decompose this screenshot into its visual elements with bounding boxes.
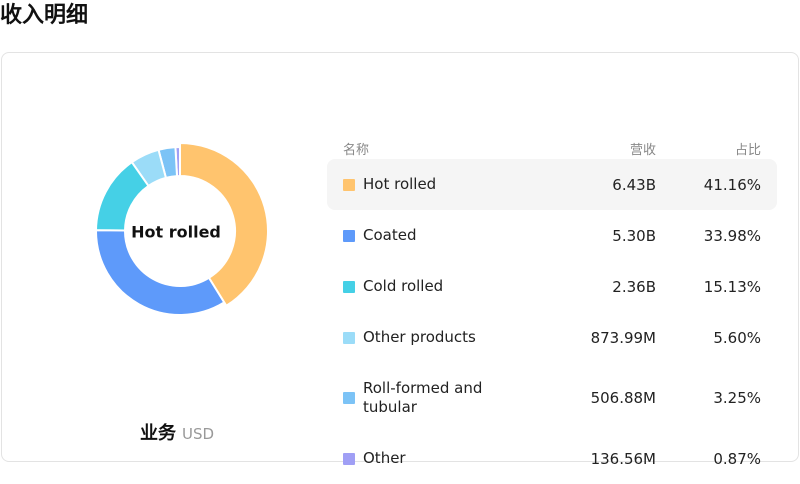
table-row: Cold rolled 2.36B 15.13% [327,261,777,312]
legend-swatch [343,392,355,404]
unit: USD [181,425,215,443]
table-row: Coated 5.30B 33.98% [327,210,777,261]
caption: 业务 USD [2,419,352,445]
card: Hot rolled 业务 USD 名称 营收 占比 Hot rolled 6.43… [1,52,799,468]
center-label: Hot rolled [131,223,221,242]
caption-text: 业务 [139,423,176,444]
name-cell: Hot rolled [343,175,508,194]
legend-swatch [343,331,355,344]
category-name: Hot rolled [363,175,437,193]
name-cell: Coated [343,226,508,245]
revenue-cell: 136.56M [590,449,656,468]
legend-swatch [343,452,355,465]
name-cell: Other [343,449,508,468]
name-cell: Other products [343,328,508,347]
legend-swatch [343,178,355,191]
donut-chart: Hot rolled [94,141,269,316]
donut-segment [130,148,168,188]
category-name: Coated [363,226,417,244]
page: 收入明细 Hot rolled 业务 USD 名称 营收 占比 Hot rolle… [0,3,799,468]
header-cell: 占比 [734,142,761,158]
table-header: 名称 营收 占比 [327,137,777,159]
table: 名称 营收 占比 Hot rolled 6.43B 41.16% Coated 5.30… [327,137,777,484]
category-name: Roll-formed and tubular [363,379,483,416]
table-row: Hot rolled 6.43B 41.16% [327,159,777,210]
page-title: 收入明细 [0,3,89,28]
category-name: Cold rolled [363,277,444,295]
category-name: Other [363,449,406,467]
header-cell: 营收 [629,142,656,158]
legend-swatch [343,229,355,242]
table-row: Other 136.56M 0.87% [327,433,777,484]
header-cell: 名称 [343,142,370,158]
percent-cell: 33.98% [703,226,761,245]
revenue-cell: 2.36B [612,277,656,296]
donut-segment [95,229,226,316]
donut-segment [179,141,269,308]
percent-cell: 41.16% [703,175,761,194]
revenue-cell: 506.88M [590,389,656,407]
table-row: Other products 873.99M 5.60% [327,312,777,363]
legend-swatch [343,280,355,293]
name-cell: Cold rolled [343,277,508,296]
percent-cell: 3.25% [713,389,761,407]
name-cell: Roll-formed and tubular [343,379,508,417]
donut-segment [94,160,150,232]
table-row: Roll-formed and tubular 506.88M 3.25% [327,363,777,433]
percent-cell: 5.60% [713,328,761,347]
revenue-cell: 5.30B [612,226,656,245]
percent-cell: 15.13% [703,277,761,296]
revenue-cell: 6.43B [612,175,656,194]
percent-cell: 0.87% [713,449,761,468]
category-name: Other products [363,328,476,346]
revenue-cell: 873.99M [590,328,656,347]
